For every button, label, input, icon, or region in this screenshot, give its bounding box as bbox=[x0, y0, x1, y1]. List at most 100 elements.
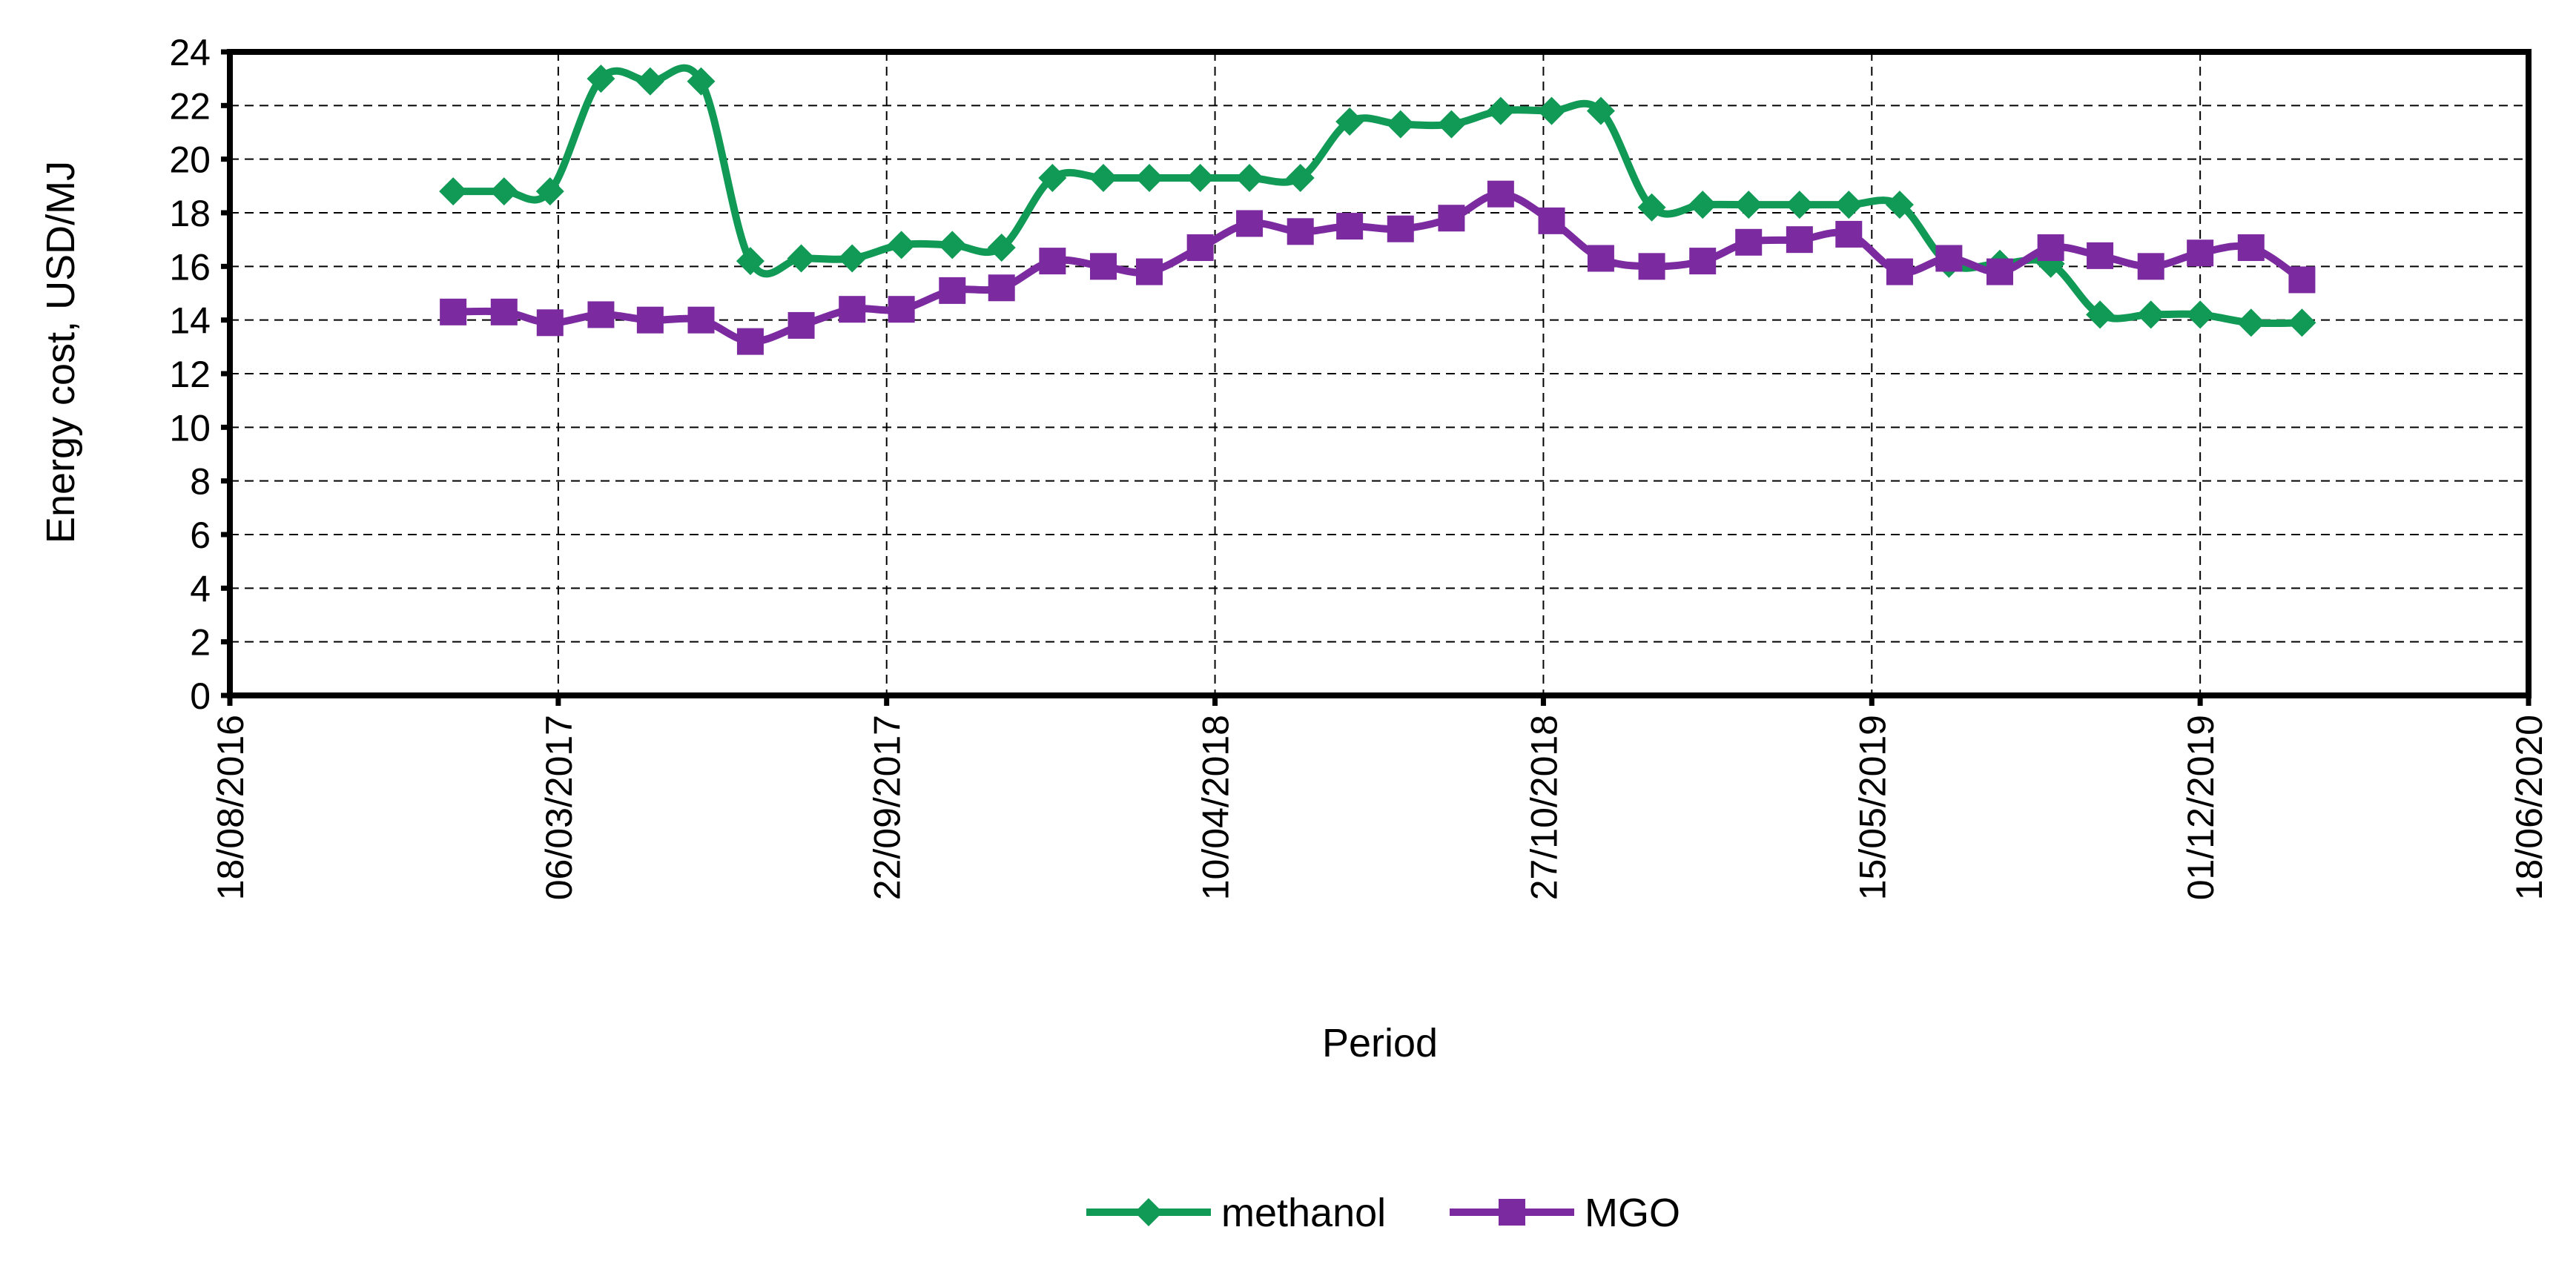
methanol-point bbox=[1537, 96, 1566, 125]
methanol-point bbox=[1437, 110, 1466, 139]
y-tick-label: 16 bbox=[169, 246, 211, 288]
grid-lines bbox=[230, 52, 2529, 695]
methanol-point bbox=[2136, 300, 2165, 329]
y-tick-label: 4 bbox=[190, 568, 211, 609]
y-tick-label: 8 bbox=[190, 461, 211, 503]
mgo-point bbox=[1438, 205, 1465, 232]
mgo-point bbox=[888, 296, 915, 323]
y-tick-label: 22 bbox=[169, 85, 211, 127]
mgo-point bbox=[1987, 258, 2013, 285]
methanol-point bbox=[489, 177, 518, 206]
mgo-point bbox=[2037, 234, 2064, 262]
methanol-point bbox=[587, 65, 615, 93]
mgo-point bbox=[988, 274, 1015, 302]
methanol-point bbox=[1286, 163, 1315, 192]
x-axis-title: Period bbox=[1322, 1021, 1438, 1065]
mgo-point bbox=[2087, 242, 2114, 269]
y-tick-label: 10 bbox=[169, 407, 211, 449]
methanol-point bbox=[938, 231, 967, 259]
methanol-point bbox=[1038, 163, 1067, 192]
legend-label: MGO bbox=[1585, 1191, 1680, 1235]
methanol-point bbox=[1335, 108, 1364, 136]
x-tick-label: 27/10/2018 bbox=[1523, 715, 1565, 900]
mgo-point bbox=[839, 296, 866, 323]
methanol-point bbox=[1885, 191, 1914, 219]
methanol-point bbox=[1135, 163, 1163, 192]
mgo-point bbox=[536, 309, 564, 337]
methanol-point bbox=[1734, 191, 1763, 219]
methanol-point bbox=[1688, 191, 1717, 219]
mgo-point bbox=[1786, 226, 1813, 254]
methanol-point bbox=[687, 67, 716, 96]
y-tick-label: 12 bbox=[169, 354, 211, 395]
mgo-point bbox=[587, 301, 615, 328]
mgo-point bbox=[1186, 234, 1214, 262]
methanol-point bbox=[1486, 96, 1515, 125]
x-tick-label: 22/09/2017 bbox=[867, 715, 908, 900]
mgo-point bbox=[1287, 218, 1314, 245]
mgo-point bbox=[1689, 248, 1717, 275]
methanol-point bbox=[1785, 191, 1814, 219]
mgo-point bbox=[2137, 253, 2164, 280]
mgo-point bbox=[939, 277, 966, 304]
methanol-point bbox=[2236, 308, 2265, 337]
mgo-point bbox=[490, 298, 518, 325]
methanol-point bbox=[2288, 308, 2316, 337]
methanol-point bbox=[1386, 110, 1415, 139]
legend-swatch-marker bbox=[1499, 1199, 1525, 1226]
mgo-point bbox=[636, 306, 664, 334]
methanol-point bbox=[2186, 300, 2215, 329]
x-tick-label: 10/04/2018 bbox=[1195, 715, 1237, 900]
methanol-point bbox=[1235, 163, 1264, 192]
methanol-point bbox=[439, 177, 468, 206]
methanol-point bbox=[1834, 191, 1863, 219]
mgo-point bbox=[736, 328, 764, 355]
x-tick-label: 15/05/2019 bbox=[1852, 715, 1893, 900]
mgo-point bbox=[1136, 258, 1163, 285]
y-tick-label: 2 bbox=[190, 622, 211, 664]
methanol-point bbox=[838, 244, 867, 273]
mgo-point bbox=[787, 311, 815, 339]
mgo-point bbox=[1387, 215, 1414, 242]
y-tick-label: 24 bbox=[169, 32, 211, 73]
legend: methanol MGO bbox=[1086, 1191, 1680, 1235]
y-tick-label: 20 bbox=[169, 139, 211, 181]
legend-swatch-marker bbox=[1135, 1198, 1163, 1226]
x-tick-label: 06/03/2017 bbox=[538, 715, 580, 900]
mgo-point bbox=[1935, 245, 1963, 272]
mgo-point bbox=[1638, 253, 1665, 280]
mgo-point bbox=[1090, 253, 1117, 280]
methanol-point bbox=[2086, 300, 2115, 329]
mgo-point bbox=[1735, 228, 1763, 256]
mgo-point bbox=[2187, 239, 2214, 267]
mgo-point bbox=[1236, 210, 1264, 237]
x-tick-label: 01/12/2019 bbox=[2180, 715, 2222, 900]
legend-label: methanol bbox=[1221, 1191, 1386, 1235]
mgo-point bbox=[1587, 245, 1614, 272]
series-lines bbox=[439, 64, 2316, 355]
methanol-point bbox=[1186, 163, 1215, 192]
x-tick-label: 18/06/2020 bbox=[2509, 715, 2550, 900]
series-mgo bbox=[440, 180, 2316, 355]
methanol-point bbox=[887, 231, 916, 259]
mgo-point bbox=[1538, 207, 1565, 234]
legend-item-methanol: methanol bbox=[1086, 1191, 1386, 1235]
mgo-point bbox=[2288, 266, 2316, 294]
mgo-point bbox=[1336, 213, 1364, 240]
methanol-point bbox=[535, 177, 564, 206]
mgo-point bbox=[1039, 248, 1066, 275]
y-axis-title: Energy cost, USD/MJ bbox=[39, 161, 83, 543]
x-tick-label: 18/08/2016 bbox=[210, 715, 251, 900]
methanol-point bbox=[1637, 193, 1666, 222]
methanol-point bbox=[987, 234, 1016, 262]
y-tick-label: 6 bbox=[190, 515, 211, 556]
mgo-point bbox=[1487, 180, 1514, 208]
legend-item-mgo: MGO bbox=[1450, 1191, 1680, 1235]
mgo-point bbox=[1886, 258, 1913, 285]
methanol-point bbox=[635, 67, 664, 96]
y-tick-label: 14 bbox=[169, 300, 211, 342]
methanol-point bbox=[787, 244, 816, 273]
methanol-point bbox=[1586, 96, 1615, 125]
